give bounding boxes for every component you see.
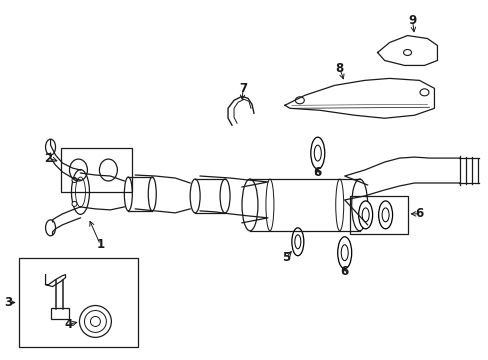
Ellipse shape	[72, 177, 77, 183]
Ellipse shape	[71, 170, 89, 214]
Bar	[61, 148, 132, 192]
Text: 6: 6	[313, 166, 321, 179]
Text: 7: 7	[239, 82, 246, 95]
Text: 9: 9	[407, 14, 416, 27]
Text: 3: 3	[4, 296, 13, 309]
Text: 5: 5	[281, 251, 289, 264]
Bar	[19, 258, 138, 347]
Text: 1: 1	[96, 238, 104, 251]
Text: 6: 6	[414, 207, 423, 220]
Ellipse shape	[351, 179, 367, 231]
Ellipse shape	[358, 201, 372, 229]
Ellipse shape	[337, 237, 351, 269]
Ellipse shape	[242, 179, 258, 231]
Ellipse shape	[80, 306, 111, 337]
Ellipse shape	[81, 307, 109, 336]
Ellipse shape	[45, 139, 56, 155]
Text: 2: 2	[44, 152, 53, 165]
Text: 4: 4	[64, 318, 73, 331]
Ellipse shape	[45, 220, 56, 236]
Ellipse shape	[190, 179, 200, 213]
Ellipse shape	[148, 177, 156, 211]
Bar	[349, 196, 407, 234]
Bar	[50, 307, 68, 319]
Ellipse shape	[291, 228, 303, 256]
Ellipse shape	[72, 201, 77, 206]
Ellipse shape	[378, 201, 392, 229]
Text: 8: 8	[335, 62, 343, 75]
Ellipse shape	[220, 179, 229, 213]
Text: 6: 6	[340, 265, 348, 278]
Ellipse shape	[310, 137, 324, 169]
Ellipse shape	[124, 177, 132, 211]
